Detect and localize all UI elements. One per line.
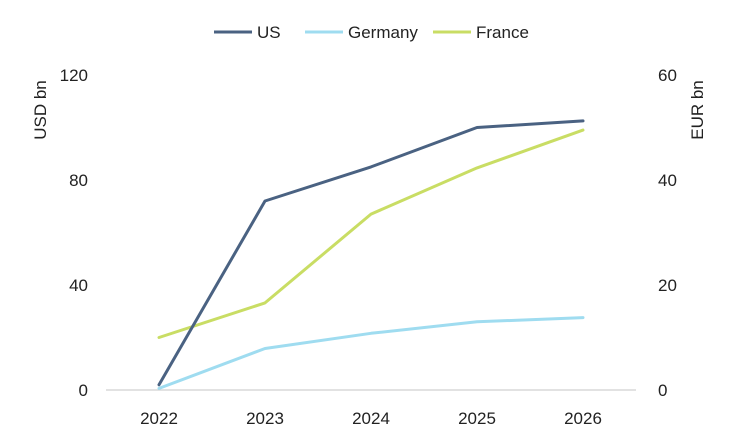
y-right-tick-label: 60: [658, 66, 677, 85]
y-left-tick-label: 80: [69, 171, 88, 190]
x-tick-label: 2024: [352, 409, 390, 428]
x-axis-ticks: 2022 2023 2024 2025 2026: [140, 409, 602, 428]
y-right-tick-label: 40: [658, 171, 677, 190]
y-left-tick-label: 120: [60, 66, 88, 85]
x-tick-label: 2026: [564, 409, 602, 428]
y-left-tick-label: 40: [69, 276, 88, 295]
x-tick-label: 2023: [246, 409, 284, 428]
legend-label-germany: Germany: [348, 23, 418, 42]
y-axis-left-title: USD bn: [31, 80, 50, 140]
x-tick-label: 2025: [458, 409, 496, 428]
series-line-germany: [157, 316, 585, 390]
legend-label-us: US: [257, 23, 281, 42]
series-lines: [157, 119, 585, 390]
legend-label-france: France: [476, 23, 529, 42]
y-right-tick-label: 0: [658, 381, 667, 400]
legend: US Germany France: [214, 23, 529, 42]
y-right-tick-label: 20: [658, 276, 677, 295]
series-line-france: [157, 128, 585, 339]
series-line-us: [157, 119, 585, 387]
x-tick-label: 2022: [140, 409, 178, 428]
y-axis-left-ticks: 0 40 80 120: [60, 66, 88, 400]
y-axis-right-title: EUR bn: [688, 80, 707, 140]
y-left-tick-label: 0: [79, 381, 88, 400]
y-axis-right-ticks: 0 20 40 60: [658, 66, 677, 400]
